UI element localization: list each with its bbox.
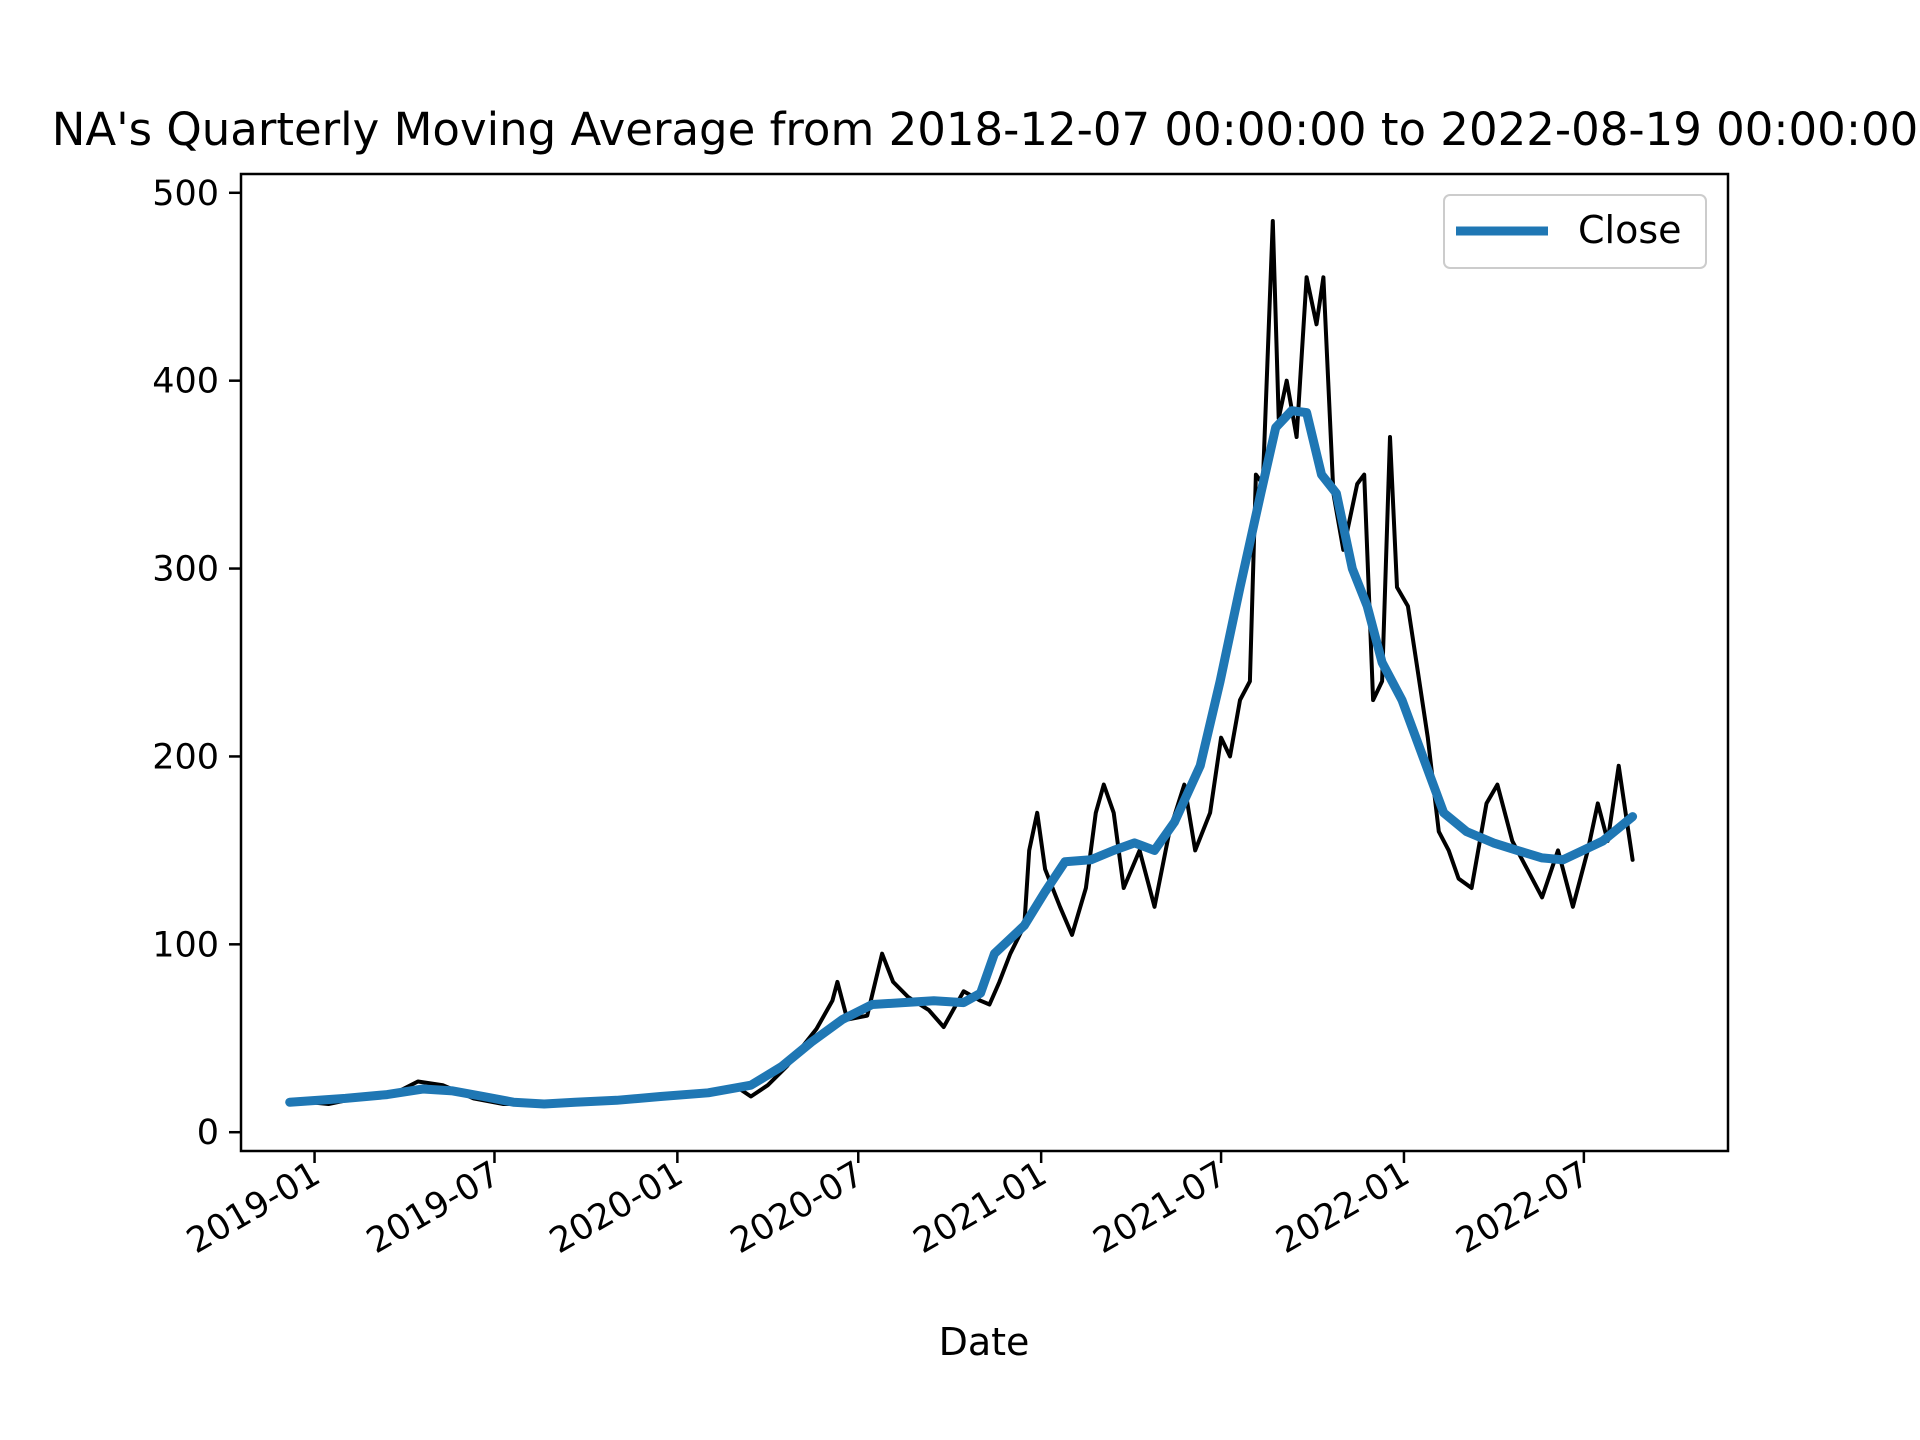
x-tick-label: 2020-07: [724, 1154, 871, 1262]
y-tick-label: 400: [152, 362, 219, 402]
x-tick-label: 2022-01: [1270, 1154, 1417, 1262]
series-line-close-moving-average: [285, 406, 1638, 1109]
chart-title: NA's Quarterly Moving Average from 2018-…: [52, 103, 1919, 156]
x-tick-label: 2020-01: [543, 1154, 690, 1262]
y-axis: 0 100 200 300 400 500: [152, 174, 241, 1153]
x-tick-label: 2021-07: [1087, 1154, 1234, 1262]
y-tick-label: 100: [152, 925, 219, 965]
y-tick-label: 500: [152, 174, 219, 214]
x-axis-label: Date: [939, 1320, 1030, 1364]
y-tick-label: 200: [152, 737, 219, 777]
y-tick-label: 300: [152, 550, 219, 590]
x-tick-label: 2021-01: [907, 1154, 1054, 1262]
x-tick-label: 2019-01: [180, 1154, 327, 1262]
series-line-price: [287, 219, 1635, 1106]
plot-frame: [239, 172, 1730, 1153]
x-tick-label: 2019-07: [360, 1154, 507, 1262]
legend-box: [1443, 194, 1707, 269]
x-tick-label: 2022-07: [1450, 1154, 1597, 1262]
y-tick-label: 0: [197, 1113, 219, 1153]
legend: Close: [1443, 194, 1707, 269]
x-axis: 2019-01 2019-07 2020-01 2020-07 2021-01 2021-…: [180, 1151, 1596, 1262]
legend-label-close: Close: [1578, 208, 1682, 252]
